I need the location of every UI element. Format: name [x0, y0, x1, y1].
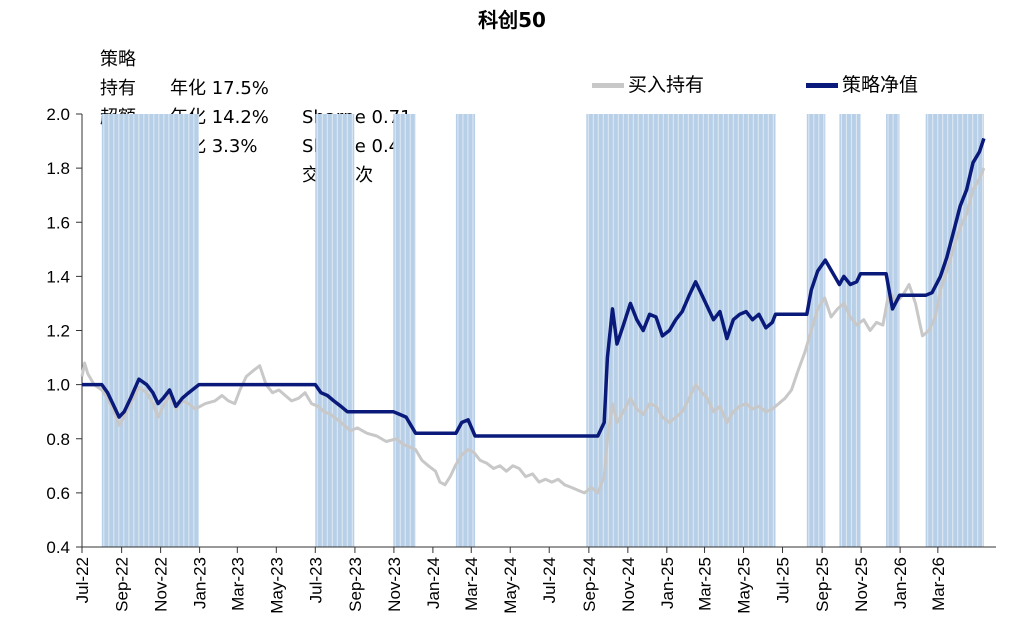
y-tick-label: 0.8 [46, 430, 70, 449]
legend-label: 策略净值 [842, 74, 919, 96]
x-tick-label: Jan-25 [658, 557, 677, 609]
x-tick-label: Nov-22 [152, 557, 171, 612]
shaded-period [806, 114, 826, 547]
x-tick-label: Jan-24 [424, 557, 443, 609]
x-tick-label: Sep-22 [113, 557, 132, 612]
x-tick-label: Jan-23 [191, 557, 210, 609]
shaded-period [101, 114, 199, 547]
stats-label: 持有 [100, 78, 136, 99]
x-tick-label: Nov-25 [852, 557, 871, 612]
legend-item-strategy: 策略净值 [806, 70, 918, 97]
series-line-buy-hold [80, 167, 986, 495]
y-tick-label: 0.4 [46, 538, 70, 557]
x-tick-label: Nov-24 [619, 557, 638, 612]
series-lines [80, 137, 986, 495]
x-tick-label: Sep-23 [346, 557, 365, 612]
x-tick-label: Jul-23 [306, 557, 325, 603]
stats-annual: 年化 17.5% [170, 78, 269, 99]
x-tick-label: Jul-22 [73, 557, 92, 603]
shaded-period [393, 114, 416, 547]
x-tick-label: Mar-26 [929, 557, 948, 611]
y-tick-label: 1.8 [46, 159, 70, 178]
x-tick-label: Jul-25 [774, 557, 793, 603]
x-tick-label: Jan-26 [891, 557, 910, 609]
y-tick-label: 0.6 [46, 484, 70, 503]
legend-swatch-gray [592, 83, 624, 88]
tick-labels: 0.4 0.6 0.8 1.0 1.2 1.4 1.6 1.8 2.0 Jul-22 Sep-22 N… [46, 105, 947, 614]
chart-title: 科创50 [478, 8, 546, 32]
x-tick-label: Mar-24 [462, 557, 481, 611]
legend-item-buy-hold: 买入持有 [592, 70, 704, 97]
shaded-period [925, 114, 984, 547]
x-tick-label: Jul-24 [540, 557, 559, 603]
x-tick-label: May-24 [501, 557, 520, 614]
stats-label: 策略 [100, 49, 136, 70]
y-tick-label: 2.0 [46, 105, 70, 124]
x-tick-label: Sep-24 [580, 557, 599, 612]
legend-swatch-navy [806, 83, 838, 88]
y-tick-label: 1.4 [46, 267, 70, 286]
x-tick-label: Mar-25 [696, 557, 715, 611]
shaded-period [455, 114, 476, 547]
y-tick-label: 1.0 [46, 376, 70, 395]
x-tick-label: Mar-23 [228, 557, 247, 611]
x-tick-label: Nov-23 [385, 557, 404, 612]
legend-label: 买入持有 [628, 74, 705, 96]
shaded-periods [101, 114, 984, 547]
x-tick-label: May-25 [735, 557, 754, 614]
y-tick-label: 1.2 [46, 322, 70, 341]
y-tick-label: 1.6 [46, 213, 70, 232]
shaded-period [315, 114, 355, 547]
series-line-strategy [82, 137, 986, 438]
shaded-period [839, 114, 861, 547]
x-tick-label: May-23 [267, 557, 286, 614]
x-tick-label: Sep-25 [813, 557, 832, 612]
